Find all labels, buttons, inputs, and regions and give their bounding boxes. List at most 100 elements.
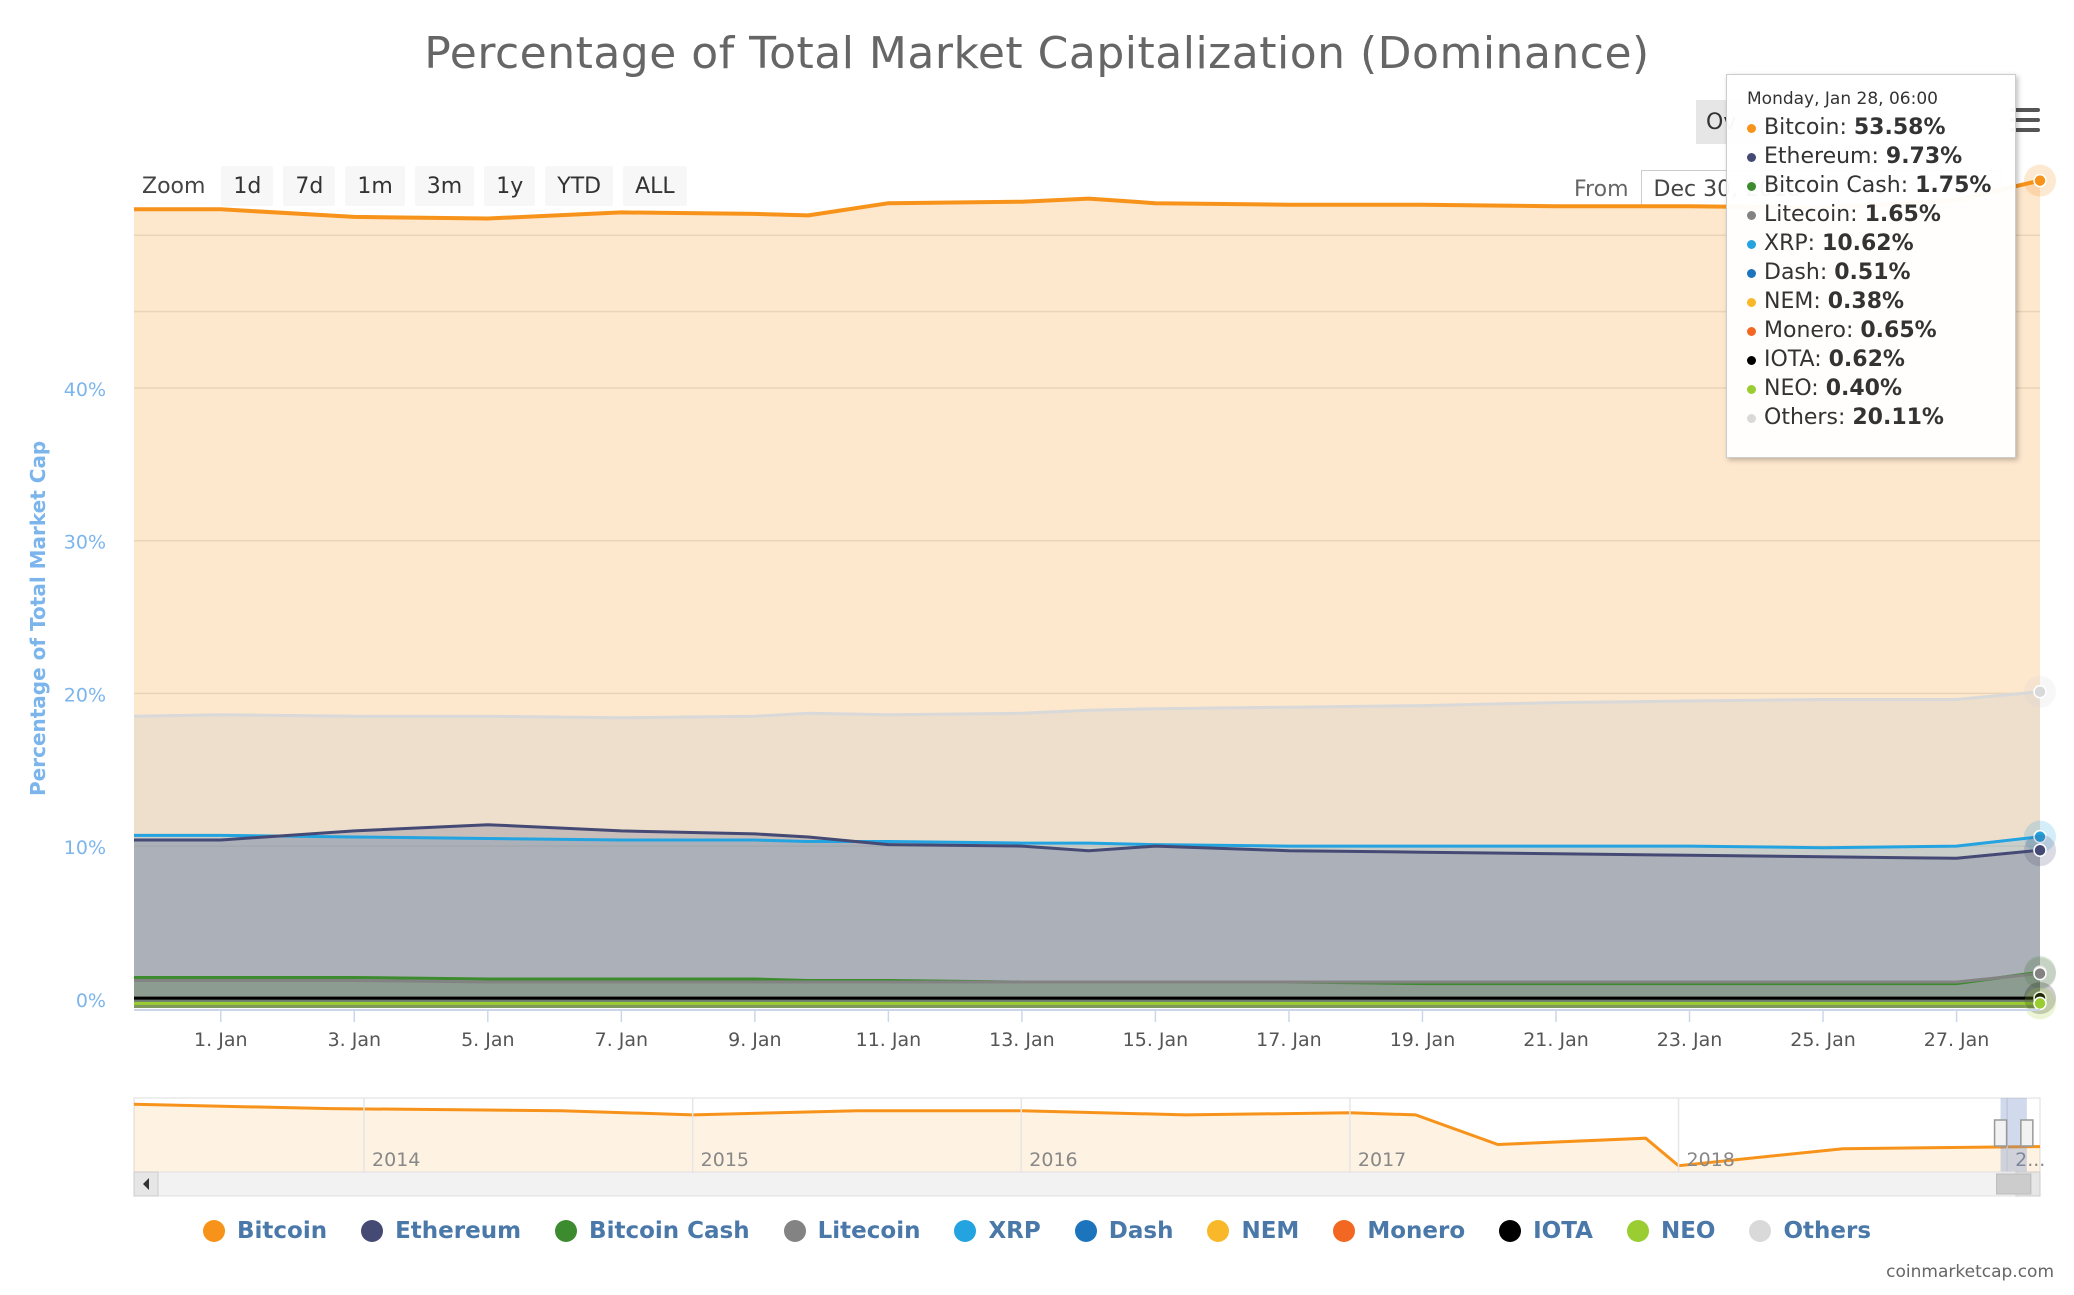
x-tick-label: 5. Jan xyxy=(461,1029,514,1051)
tooltip-series-name: Dash xyxy=(1764,260,1820,285)
tooltip-series-name: Others xyxy=(1764,405,1838,430)
legend-label: Bitcoin xyxy=(236,1218,328,1244)
tooltip-series-value: 1.65% xyxy=(1864,202,1941,227)
legend-item-bitcoin-cash[interactable]: Bitcoin Cash xyxy=(555,1218,750,1244)
legend-dot-icon xyxy=(783,1220,806,1242)
tooltip-series-value: 0.38% xyxy=(1827,289,1905,314)
credit-link[interactable]: coinmarketcap.com xyxy=(1886,1262,2054,1282)
navigator-tick-label: 2017 xyxy=(1358,1149,1406,1171)
tooltip-row: XRP: 10.62% xyxy=(1747,229,2015,258)
legend-item-ethereum[interactable]: Ethereum xyxy=(361,1218,521,1244)
legend-item-monero[interactable]: Monero xyxy=(1333,1218,1465,1244)
legend-label: Litecoin xyxy=(817,1218,921,1244)
marker-xrp xyxy=(2033,829,2047,844)
tooltip-series-value: 53.58% xyxy=(1853,115,1946,140)
legend-dot-icon xyxy=(1074,1220,1097,1242)
area-ethereum xyxy=(134,824,2040,1008)
tooltip-series-name: NEO xyxy=(1764,376,1812,401)
legend-item-dash[interactable]: Dash xyxy=(1074,1218,1174,1244)
legend-label: XRP xyxy=(988,1218,1041,1244)
legend-item-iota[interactable]: IOTA xyxy=(1499,1218,1593,1244)
legend-label: Dash xyxy=(1108,1218,1174,1244)
x-tick-label: 1. Jan xyxy=(194,1029,247,1051)
x-tick-label: 9. Jan xyxy=(728,1029,781,1051)
x-tick-label: 23. Jan xyxy=(1657,1029,1723,1051)
legend-label: Ethereum xyxy=(395,1218,522,1244)
tooltip-date: Monday, Jan 28, 06:00 xyxy=(1747,89,1938,109)
x-tick-label: 7. Jan xyxy=(595,1029,648,1051)
tooltip-row: Litecoin: 1.65% xyxy=(1747,200,2015,229)
scrollbar-track xyxy=(133,1171,2041,1197)
legend-dot-icon xyxy=(1626,1220,1649,1242)
navigator-tick-label: 2018 xyxy=(1687,1149,1735,1171)
zoom-3m-button[interactable]: 3m xyxy=(414,166,475,206)
tooltip-series-value: 9.73% xyxy=(1885,144,1963,169)
tooltip-series-value: 0.40% xyxy=(1825,376,1903,401)
scrollbar-thumb[interactable] xyxy=(1996,1173,2032,1195)
from-label: From xyxy=(1574,176,1629,202)
zoom-controls: Zoom 1d 7d 1m 3m 1y YTD ALL xyxy=(142,166,687,206)
tooltip-dot-icon xyxy=(1747,210,1756,220)
x-tick-label: 25. Jan xyxy=(1790,1029,1856,1051)
tooltip-rows: Bitcoin: 53.58% Ethereum: 9.73% Bitcoin Ca… xyxy=(1747,113,2015,432)
tooltip-series-name: Litecoin xyxy=(1764,202,1851,227)
tooltip-row: Bitcoin Cash: 1.75% xyxy=(1747,171,2015,200)
navigator-handle[interactable] xyxy=(1993,1119,2008,1147)
zoom-all-button[interactable]: ALL xyxy=(623,166,687,206)
tooltip-series-value: 20.11% xyxy=(1852,405,1944,430)
y-axis: 0% 10% 20% 30% 40% xyxy=(64,379,106,1012)
zoom-1y-button[interactable]: 1y xyxy=(484,166,536,206)
tooltip-series-value: 1.75% xyxy=(1915,173,1992,198)
legend-label: IOTA xyxy=(1533,1218,1593,1244)
navigator-tick-label: 2016 xyxy=(1029,1149,1077,1171)
tooltip-dot-icon xyxy=(1747,384,1756,394)
legend-dot-icon xyxy=(1749,1220,1772,1242)
tooltip-row: Bitcoin: 53.58% xyxy=(1747,113,2015,142)
zoom-7d-button[interactable]: 7d xyxy=(283,166,336,206)
legend-label: Bitcoin Cash xyxy=(589,1218,750,1244)
legend-item-xrp[interactable]: XRP xyxy=(954,1218,1041,1244)
tooltip-series-name: Bitcoin Cash xyxy=(1764,173,1901,198)
legend-item-nem[interactable]: NEM xyxy=(1207,1218,1299,1244)
legend-item-bitcoin[interactable]: Bitcoin xyxy=(202,1218,328,1244)
marker-others xyxy=(2033,684,2047,699)
navigator-handle[interactable] xyxy=(2020,1119,2034,1147)
series-lines xyxy=(133,178,2041,1005)
zoom-1m-button[interactable]: 1m xyxy=(345,166,405,206)
tooltip-series-name: XRP xyxy=(1764,231,1808,256)
legend-item-litecoin[interactable]: Litecoin xyxy=(783,1218,921,1244)
area-xrp xyxy=(134,835,2040,1008)
tooltip-series-name: IOTA xyxy=(1764,347,1815,372)
x-tick-label: 21. Jan xyxy=(1523,1029,1589,1051)
tooltip-row: NEO: 0.40% xyxy=(1747,374,2015,403)
tooltip-row: Dash: 0.51% xyxy=(1747,258,2015,287)
legend-label: NEO xyxy=(1660,1218,1716,1244)
x-tick-label: 11. Jan xyxy=(856,1029,922,1051)
tooltip-series-value: 0.51% xyxy=(1834,260,1911,285)
legend-item-neo[interactable]: NEO xyxy=(1626,1218,1716,1244)
x-axis: 1. Jan 3. Jan 5. Jan 7. Jan 9. Jan 11. Jan 13.… xyxy=(134,1009,2040,1051)
chart-title: Percentage of Total Market Capitalizatio… xyxy=(424,28,1650,79)
y-axis-title: Percentage of Total Market Cap xyxy=(26,440,50,796)
tooltip-row: Others: 20.11% xyxy=(1747,403,2015,432)
marker-litecoin xyxy=(2033,966,2047,981)
tooltip-series-value: 10.62% xyxy=(1822,231,1914,256)
zoom-1d-button[interactable]: 1d xyxy=(221,166,274,206)
navigator: 2014 2015 2016 2017 2018 2... xyxy=(133,1097,2045,1197)
x-tick-label: 3. Jan xyxy=(328,1029,381,1051)
legend-label: Others xyxy=(1783,1218,1872,1244)
area-bitcoin xyxy=(134,180,2040,1009)
tooltip-dot-icon xyxy=(1747,181,1756,191)
tooltip-row: IOTA: 0.62% xyxy=(1747,345,2015,374)
chart-menu-icon[interactable] xyxy=(2010,108,2040,134)
zoom-ytd-button[interactable]: YTD xyxy=(545,166,614,206)
navigator-tick-label: 2014 xyxy=(372,1149,420,1171)
tooltip-series-name: NEM xyxy=(1764,289,1814,314)
tooltip-dot-icon xyxy=(1747,413,1756,423)
legend-item-others[interactable]: Others xyxy=(1749,1218,1871,1244)
tooltip-row: Monero: 0.65% xyxy=(1747,316,2015,345)
tooltip-series-value: 0.65% xyxy=(1860,318,1937,343)
y-tick-label: 0% xyxy=(76,990,106,1012)
navigator-tick-label: 2... xyxy=(2015,1149,2045,1171)
navigator-line xyxy=(133,1102,2041,1168)
